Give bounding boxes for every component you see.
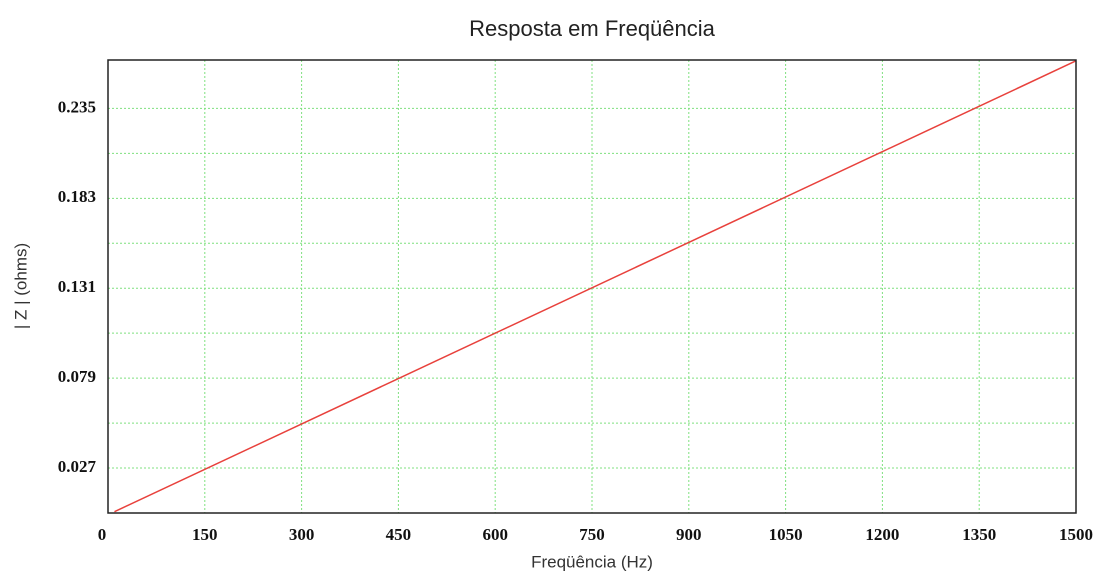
plot-border bbox=[107, 59, 1077, 514]
y-tick-label: 0.235 bbox=[58, 97, 96, 116]
data-line bbox=[114, 60, 1077, 513]
x-tick-label: 750 bbox=[579, 525, 605, 544]
y-tick-label: 0.183 bbox=[58, 187, 96, 206]
x-tick-label: 900 bbox=[676, 525, 702, 544]
x-tick-label: 1050 bbox=[769, 525, 803, 544]
x-tick-label: 450 bbox=[386, 525, 412, 544]
y-tick-label: 0.079 bbox=[58, 367, 96, 386]
x-tick-label: 1200 bbox=[865, 525, 899, 544]
chart-title: Resposta em Freqüência bbox=[469, 16, 716, 41]
x-axis-label: Freqüência (Hz) bbox=[531, 552, 653, 571]
x-tick-label: 600 bbox=[482, 525, 508, 544]
y-tick-label: 0.131 bbox=[58, 277, 96, 296]
x-tick-label: 300 bbox=[289, 525, 315, 544]
x-tick-label: 1500 bbox=[1059, 525, 1093, 544]
x-tick-label: 150 bbox=[192, 525, 218, 544]
y-axis-label: | Z | (ohms) bbox=[11, 243, 30, 329]
x-tick-label: 1350 bbox=[962, 525, 996, 544]
x-tick-label: 0 bbox=[98, 525, 107, 544]
y-tick-label: 0.027 bbox=[58, 457, 97, 476]
